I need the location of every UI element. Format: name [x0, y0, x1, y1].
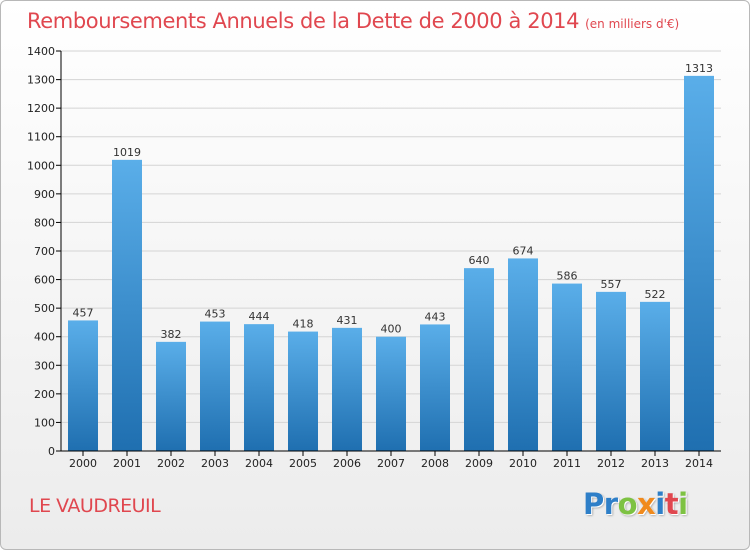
chart-title: Remboursements Annuels de la Dette de 20… [27, 9, 679, 33]
y-tick-label: 500 [34, 302, 55, 315]
bar-2002 [156, 341, 186, 451]
value-label-2014: 1313 [685, 62, 713, 75]
bar-2001 [112, 159, 142, 451]
y-tick-label: 100 [34, 416, 55, 429]
y-tick-label: 600 [34, 274, 55, 287]
value-label-2013: 522 [645, 288, 666, 301]
value-label-2004: 444 [249, 310, 270, 323]
logo-letter: P [583, 487, 604, 521]
bar-2003 [200, 321, 230, 451]
y-tick-label: 400 [34, 331, 55, 344]
y-tick-label: 700 [34, 245, 55, 258]
y-tick-label: 300 [34, 359, 55, 372]
x-tick-label-2008: 2008 [421, 457, 449, 470]
x-tick-label-2005: 2005 [289, 457, 317, 470]
logo-letter: t [664, 487, 679, 521]
value-label-2000: 457 [73, 306, 94, 319]
y-tick-label: 200 [34, 388, 55, 401]
x-tick-label-2014: 2014 [685, 457, 713, 470]
logo-letter: i [678, 487, 688, 521]
proxiti-logo[interactable]: Proxiti [583, 487, 688, 521]
bar-2014 [684, 75, 714, 451]
bar-2008 [420, 324, 450, 451]
x-tick-label-2011: 2011 [553, 457, 581, 470]
x-tick-label-2006: 2006 [333, 457, 361, 470]
value-label-2007: 400 [381, 323, 402, 336]
bar-2010 [508, 258, 538, 451]
bar-2012 [596, 291, 626, 451]
logo-letter: o [617, 487, 638, 521]
x-tick-label-2000: 2000 [69, 457, 97, 470]
logo-letter: x [637, 487, 656, 521]
bar-2000 [68, 320, 98, 451]
y-tick-label: 1200 [27, 102, 55, 115]
bar-2006 [332, 327, 362, 451]
x-tick-label-2002: 2002 [157, 457, 185, 470]
bar-2013 [640, 301, 670, 451]
bar-2009 [464, 268, 494, 451]
logo-letter: i [655, 487, 665, 521]
value-label-2002: 382 [161, 328, 182, 341]
y-tick-label: 900 [34, 188, 55, 201]
bar-2005 [288, 331, 318, 451]
y-tick-label: 1100 [27, 131, 55, 144]
y-tick-label: 1400 [27, 45, 55, 58]
y-tick-label: 0 [48, 445, 55, 458]
value-label-2011: 586 [557, 270, 578, 283]
commune-name: LE VAUDREUIL [29, 495, 161, 517]
chart-subtitle: (en milliers d'€) [585, 17, 680, 31]
x-tick-label-2007: 2007 [377, 457, 405, 470]
x-tick-label-2010: 2010 [509, 457, 537, 470]
y-tick-label: 1300 [27, 74, 55, 87]
x-tick-label-2012: 2012 [597, 457, 625, 470]
axes: 0 100 200 300 400 500 600 700 800 900 1000 1100 1200… [27, 45, 721, 470]
x-tick-label-2004: 2004 [245, 457, 273, 470]
y-tick-label: 1000 [27, 159, 55, 172]
bar-2007 [376, 336, 406, 451]
x-tick-label-2013: 2013 [641, 457, 669, 470]
value-label-2005: 418 [293, 318, 314, 331]
x-tick-label-2001: 2001 [113, 457, 141, 470]
value-label-2008: 443 [425, 310, 446, 323]
value-label-2006: 431 [337, 314, 358, 327]
value-label-2012: 557 [601, 278, 622, 291]
bar-2004 [244, 324, 274, 451]
value-label-2001: 1019 [113, 146, 141, 159]
value-label-2009: 640 [469, 254, 490, 267]
y-tick-label: 800 [34, 216, 55, 229]
x-tick-label-2009: 2009 [465, 457, 493, 470]
value-label-2003: 453 [205, 308, 226, 321]
logo-letter: r [603, 487, 618, 521]
bar-2011 [552, 283, 582, 451]
x-tick-label-2003: 2003 [201, 457, 229, 470]
bars: 457 1019 382 453 444 418 431 400 443 640 674 586 557… [68, 62, 714, 451]
chart-title-text: Remboursements Annuels de la Dette de 20… [27, 9, 580, 33]
value-label-2010: 674 [513, 244, 534, 257]
